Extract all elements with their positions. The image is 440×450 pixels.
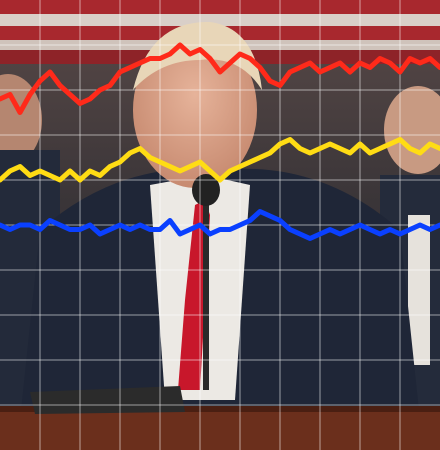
series-line-3 (0, 209, 440, 241)
right-person-face (384, 86, 440, 174)
speaker-hair (133, 21, 262, 90)
right-person-shirt (408, 215, 430, 365)
series-line-1 (0, 42, 440, 115)
podium (0, 410, 440, 450)
binder (30, 386, 185, 414)
series-line-2 (0, 137, 440, 183)
microphone (192, 174, 220, 206)
podium-edge (0, 406, 440, 412)
series-group (0, 42, 440, 241)
speaker-tie (178, 200, 210, 390)
speaker-face (133, 32, 257, 188)
microphone-stand (203, 190, 209, 390)
